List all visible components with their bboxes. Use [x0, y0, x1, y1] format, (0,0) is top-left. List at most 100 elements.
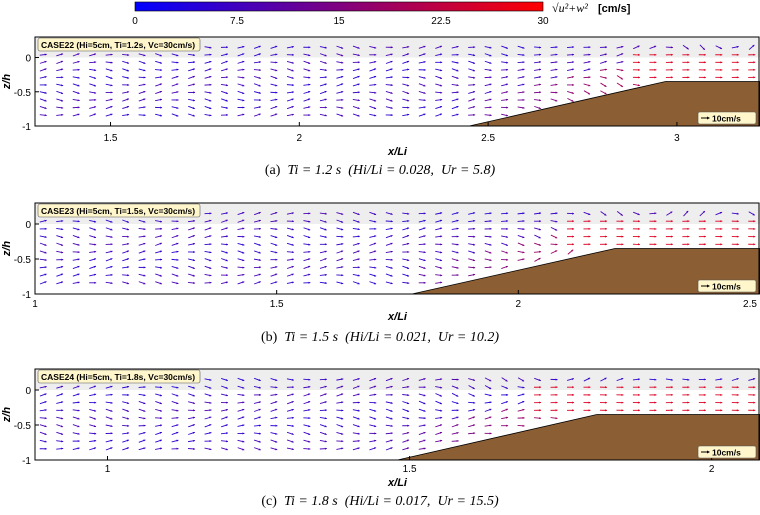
caption-c-prefix: (c)	[261, 494, 277, 509]
velocity-arrowhead	[127, 235, 130, 238]
velocity-arrowhead	[736, 227, 739, 230]
velocity-arrowhead	[242, 84, 245, 87]
velocity-arrowhead	[258, 106, 261, 109]
velocity-arrowhead	[489, 83, 492, 86]
velocity-arrowhead	[291, 251, 294, 254]
velocity-arrowhead	[61, 440, 64, 443]
velocity-arrowhead	[192, 53, 195, 57]
colorbar-tick-label: 15	[333, 16, 345, 27]
velocity-arrowhead	[439, 106, 443, 109]
velocity-arrowhead	[159, 250, 162, 253]
velocity-arrowhead	[489, 54, 492, 57]
velocity-arrowhead	[687, 409, 690, 412]
velocity-arrowhead	[357, 83, 360, 86]
velocity-arrowhead	[703, 235, 706, 238]
velocity-arrowhead	[126, 409, 129, 412]
velocity-arrowhead	[126, 282, 129, 285]
velocity-arrowhead	[670, 386, 673, 389]
velocity-arrowhead	[77, 68, 80, 71]
velocity-arrowhead	[176, 68, 179, 71]
velocity-arrowhead	[406, 84, 410, 87]
velocity-arrowhead	[209, 386, 212, 389]
velocity-arrowhead	[572, 393, 575, 396]
velocity-arrowhead	[390, 46, 393, 49]
velocity-arrowhead	[357, 393, 360, 396]
velocity-arrowhead	[61, 228, 64, 231]
velocity-arrowhead	[127, 424, 130, 427]
velocity-arrowhead	[60, 236, 64, 239]
y-tick-label: -1	[22, 290, 31, 301]
velocity-arrowhead	[473, 46, 476, 49]
caption-b-steepness: (Hi/Li = 0.021,	[345, 330, 431, 345]
velocity-arrowhead	[143, 258, 146, 261]
velocity-arrowhead	[143, 98, 146, 101]
velocity-arrowhead	[572, 83, 575, 86]
velocity-arrowhead	[225, 227, 228, 230]
velocity-arrowhead	[423, 212, 426, 215]
velocity-arrowhead	[127, 393, 130, 397]
velocity-arrowhead	[621, 227, 624, 230]
velocity-arrowhead	[110, 265, 113, 268]
velocity-arrowhead	[94, 250, 97, 253]
velocity-arrowhead	[736, 409, 739, 412]
velocity-arrowhead	[275, 69, 278, 72]
velocity-arrowhead	[357, 250, 360, 253]
reference-vector: 10cm/s	[697, 111, 757, 125]
velocity-arrowhead	[505, 416, 509, 419]
velocity-arrowhead	[407, 250, 410, 254]
velocity-arrowhead	[291, 69, 294, 72]
velocity-arrowhead	[258, 76, 261, 79]
velocity-arrowhead	[60, 281, 64, 284]
velocity-arrowhead	[94, 281, 97, 284]
velocity-arrowhead	[571, 99, 574, 102]
velocity-arrowhead	[192, 83, 195, 86]
velocity-arrowhead	[753, 401, 756, 404]
velocity-arrowhead	[159, 235, 162, 238]
velocity-arrowhead	[193, 447, 196, 450]
velocity-arrowhead	[324, 69, 327, 72]
velocity-arrowhead	[720, 243, 723, 246]
velocity-arrowhead	[126, 417, 129, 420]
velocity-arrowhead	[60, 243, 64, 246]
velocity-arrowhead	[127, 266, 130, 269]
velocity-arrowhead	[110, 273, 113, 277]
velocity-arrowhead	[127, 53, 130, 56]
velocity-arrowhead	[373, 282, 377, 285]
velocity-arrowhead	[143, 402, 146, 405]
velocity-arrowhead	[687, 53, 690, 56]
velocity-arrowhead	[604, 76, 607, 79]
velocity-arrowhead	[61, 447, 64, 450]
velocity-arrowhead	[588, 46, 591, 49]
velocity-arrowhead	[720, 61, 723, 64]
velocity-arrowhead	[291, 258, 294, 261]
velocity-arrowhead	[505, 379, 508, 382]
caption-a-steepness: (Hi/Li = 0.028,	[348, 163, 434, 178]
velocity-arrowhead	[472, 106, 476, 109]
velocity-arrowhead	[77, 106, 80, 109]
velocity-arrowhead	[291, 76, 294, 79]
velocity-arrowhead	[242, 408, 245, 411]
velocity-arrowhead	[291, 386, 294, 389]
velocity-arrowhead	[753, 243, 756, 246]
velocity-arrowhead	[209, 75, 212, 78]
case-label-text: CASE24 (Hi=5cm, Ti=1.8s, Vc=30cm/s)	[41, 372, 195, 382]
velocity-arrowhead	[258, 281, 261, 284]
velocity-arrowhead	[357, 432, 360, 435]
velocity-arrowhead	[275, 61, 278, 64]
velocity-arrowhead	[670, 393, 673, 396]
velocity-arrowhead	[374, 266, 377, 269]
velocity-arrowhead	[176, 83, 179, 86]
velocity-arrowhead	[77, 228, 80, 231]
velocity-arrowhead	[126, 220, 129, 223]
plot-frame	[34, 202, 760, 295]
velocity-arrowhead	[61, 76, 64, 79]
velocity-arrowhead	[341, 266, 344, 269]
caption-a-period: Ti = 1.2 s	[287, 163, 342, 178]
velocity-arrowhead	[555, 46, 558, 49]
velocity-arrowhead	[110, 439, 113, 442]
velocity-arrowhead	[275, 106, 278, 109]
velocity-arrowhead	[159, 83, 162, 86]
velocity-arrowhead	[192, 114, 195, 117]
velocity-arrowhead	[291, 84, 294, 87]
velocity-arrowhead	[341, 98, 344, 101]
